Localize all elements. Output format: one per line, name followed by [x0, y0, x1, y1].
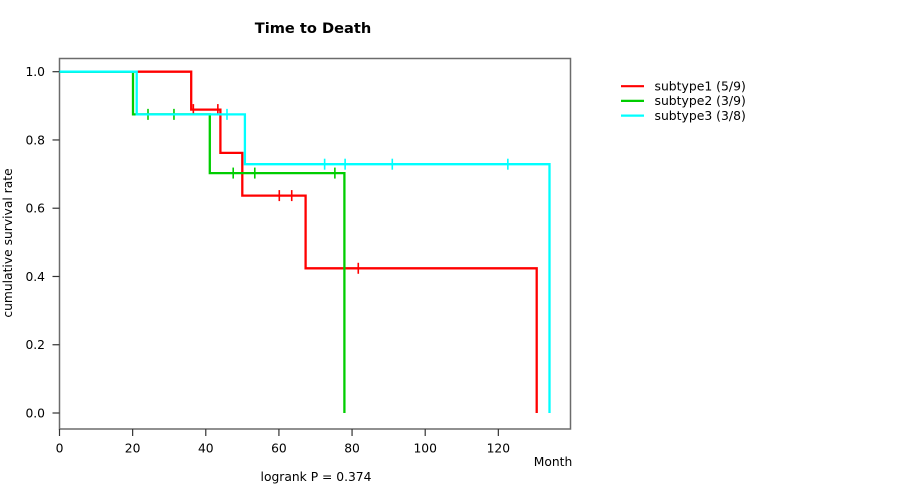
x-axis-tick-label: 60	[271, 442, 287, 456]
logrank-annotation: logrank P = 0.374	[261, 470, 372, 484]
x-axis-tick-label: 120	[487, 442, 510, 456]
series-layer	[59, 70, 551, 413]
survival-curve-3	[59, 70, 551, 413]
y-axis-tick-label: 0.8	[25, 133, 45, 147]
survival-curve-2	[59, 70, 346, 413]
x-axis-tick-label: 40	[198, 442, 214, 456]
x-axis-label: Month	[534, 455, 573, 469]
y-axis-label: cumulative survival rate	[1, 168, 15, 317]
plot-box	[58, 57, 572, 430]
y-axis-tick-label: 0.0	[25, 406, 45, 420]
legend-entry-label: subtype3 (3/8)	[655, 108, 746, 123]
legend-entry-label: subtype1 (5/9)	[655, 79, 746, 94]
x-axis-tick-label: 0	[56, 442, 64, 456]
survival-curve-1	[59, 70, 538, 413]
x-axis-tick-label: 80	[344, 442, 360, 456]
y-axis-tick-label: 0.2	[25, 338, 45, 352]
legend-layer: subtype1 (5/9)subtype2 (3/9)subtype3 (3/…	[621, 79, 746, 123]
legend-entry-label: subtype2 (3/9)	[655, 93, 746, 108]
y-axis-tick-label: 1.0	[25, 65, 45, 79]
y-axis-tick-label: 0.6	[25, 202, 45, 216]
x-axis-tick-label: 20	[125, 442, 141, 456]
y-axis-tick-label: 0.4	[25, 270, 45, 284]
axes-layer: 0 20 40 60 80 100 120 0.0 0.2 0.4 0.6 0.8 1.0	[25, 65, 510, 456]
x-axis-tick-label: 100	[413, 442, 436, 456]
chart-title: Time to Death	[255, 20, 371, 37]
